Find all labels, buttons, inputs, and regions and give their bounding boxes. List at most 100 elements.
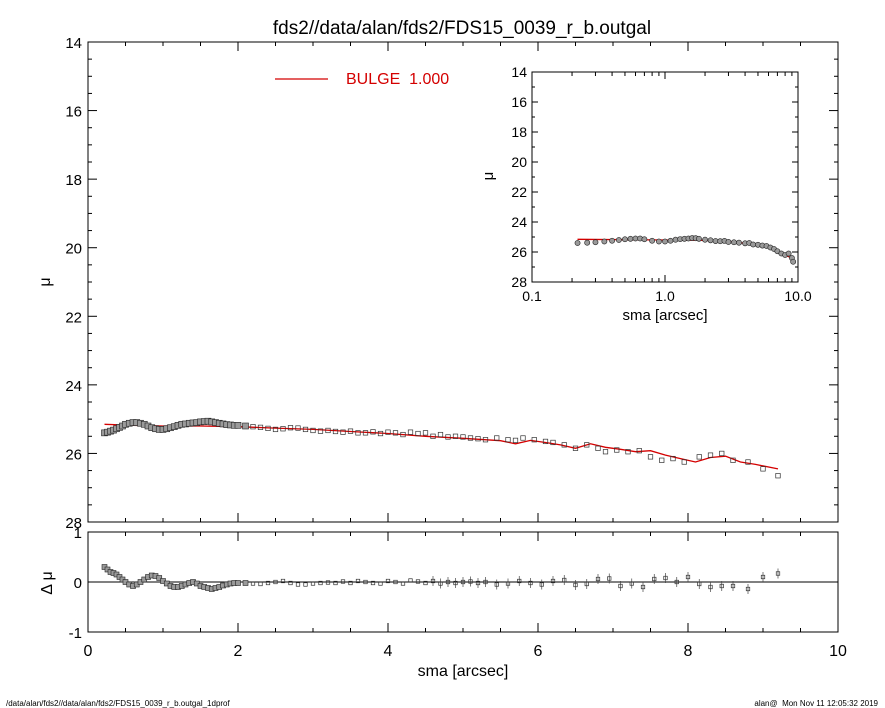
residual-x-tick-label: 4 bbox=[384, 643, 393, 660]
residual-data-point bbox=[674, 579, 679, 585]
inset-data-point bbox=[641, 236, 648, 243]
main-data-point bbox=[467, 435, 474, 441]
main-data-point bbox=[452, 433, 459, 439]
main-data-point bbox=[542, 438, 549, 445]
main-data-point bbox=[265, 425, 271, 431]
residual-data-point bbox=[652, 576, 657, 582]
main-data-point bbox=[696, 454, 702, 460]
inset-data-point bbox=[584, 239, 591, 246]
inset-data-point bbox=[736, 239, 742, 246]
main-data-point bbox=[520, 435, 526, 441]
residual-data-point bbox=[539, 582, 544, 587]
residual-data-point bbox=[438, 581, 443, 586]
residual-x-tick-label: 8 bbox=[684, 643, 693, 660]
inset-data-point bbox=[574, 240, 581, 246]
main-data-point bbox=[242, 422, 249, 430]
main-data-point bbox=[625, 449, 631, 455]
residual-y-tick-label: -1 bbox=[69, 625, 82, 642]
residual-data-point bbox=[355, 578, 361, 584]
residual-data-point bbox=[685, 574, 691, 580]
inset-y-tick-label: 24 bbox=[511, 214, 527, 230]
main-y-tick-label: 18 bbox=[65, 172, 82, 189]
residual-data-point bbox=[273, 579, 278, 585]
inset-y-axis: 14 16 18 20 22 24 26 28 bbox=[511, 64, 798, 290]
main-y-tick-label: 20 bbox=[65, 241, 82, 258]
residual-data-point bbox=[423, 580, 428, 586]
main-data-point bbox=[355, 430, 361, 436]
legend: BULGE 1.000 bbox=[275, 71, 449, 88]
main-data-point bbox=[295, 425, 301, 431]
residual-x-tick-label: 6 bbox=[534, 643, 543, 660]
main-data-point bbox=[572, 445, 579, 451]
inset-y-label: μ bbox=[480, 172, 497, 181]
inset-data-points bbox=[574, 235, 797, 265]
residual-data-point bbox=[775, 571, 781, 576]
residual-panel: -101 0 2 4 6 8 10 Δ μ sma [arcsec] bbox=[39, 525, 847, 680]
inset-data-point bbox=[790, 258, 797, 265]
main-y-axis: 14 16 18 20 22 24 26 28 bbox=[65, 35, 838, 532]
residual-data-point bbox=[468, 579, 473, 584]
residual-data-point bbox=[505, 581, 511, 586]
main-y-tick-label: 26 bbox=[65, 446, 82, 463]
main-data-point bbox=[385, 429, 391, 435]
residual-x-tick-label: 2 bbox=[234, 643, 243, 660]
residual-x-tick-label: 0 bbox=[84, 643, 93, 660]
inset-data-point bbox=[696, 235, 702, 242]
main-data-point bbox=[325, 427, 331, 434]
inset-data-point bbox=[627, 235, 634, 242]
inset-data-point bbox=[725, 239, 732, 245]
x-axis-label: sma [arcsec] bbox=[418, 663, 509, 680]
residual-data-point bbox=[265, 580, 271, 586]
inset-data-point bbox=[702, 236, 708, 243]
residual-data-point bbox=[156, 575, 163, 581]
inset-x-axis: 0.1 1.0 10.0 bbox=[522, 72, 812, 304]
inset-y-tick-label: 22 bbox=[511, 184, 527, 200]
residual-data-point bbox=[250, 581, 256, 586]
footer-timestamp: alan@ Mon Nov 11 12:05:32 2019 bbox=[754, 699, 878, 708]
residual-data-point bbox=[325, 580, 331, 585]
residual-y-label: Δ μ bbox=[39, 571, 56, 594]
residual-data-point bbox=[745, 586, 751, 592]
inset-x-label: sma [arcsec] bbox=[622, 307, 707, 324]
residual-data-point bbox=[760, 574, 766, 580]
main-data-point bbox=[475, 436, 481, 442]
main-data-points bbox=[101, 417, 781, 479]
main-data-point bbox=[531, 437, 537, 443]
main-data-point bbox=[317, 428, 324, 434]
residual-data-point bbox=[640, 584, 646, 590]
inset-x-tick-label: 10.0 bbox=[784, 288, 811, 304]
residual-data-point bbox=[430, 578, 436, 584]
main-data-point bbox=[310, 427, 316, 434]
residual-data-point bbox=[348, 580, 353, 586]
main-data-point bbox=[707, 452, 714, 458]
residual-data-point bbox=[618, 583, 623, 589]
residual-data-point bbox=[393, 579, 398, 585]
main-x-axis bbox=[87, 42, 839, 522]
main-y-tick-label: 22 bbox=[65, 309, 82, 326]
main-data-point bbox=[302, 426, 309, 433]
residual-x-tick-label: 10 bbox=[829, 643, 847, 660]
main-data-point bbox=[415, 430, 421, 437]
inset-data-point bbox=[785, 250, 792, 257]
residual-data-point bbox=[370, 580, 376, 586]
inset-data-point bbox=[707, 237, 714, 244]
residual-data-point bbox=[363, 579, 368, 585]
inset-data-point bbox=[601, 238, 608, 245]
residual-y-axis: -1 0 1 bbox=[69, 525, 838, 642]
main-data-point bbox=[392, 430, 399, 436]
main-data-point bbox=[362, 430, 369, 436]
residual-y-tick-label: 0 bbox=[74, 575, 82, 592]
main-data-point bbox=[494, 435, 500, 441]
main-data-point bbox=[332, 428, 339, 435]
main-data-point bbox=[370, 429, 376, 435]
main-data-point bbox=[430, 433, 436, 439]
main-data-point bbox=[745, 459, 751, 465]
main-y-tick-label: 28 bbox=[65, 515, 82, 532]
main-y-tick-label: 16 bbox=[65, 104, 82, 121]
main-data-point bbox=[602, 449, 609, 455]
residual-data-point bbox=[719, 583, 724, 589]
residual-data-point bbox=[730, 583, 736, 589]
inset-data-point bbox=[609, 237, 615, 244]
main-data-point bbox=[377, 430, 384, 437]
